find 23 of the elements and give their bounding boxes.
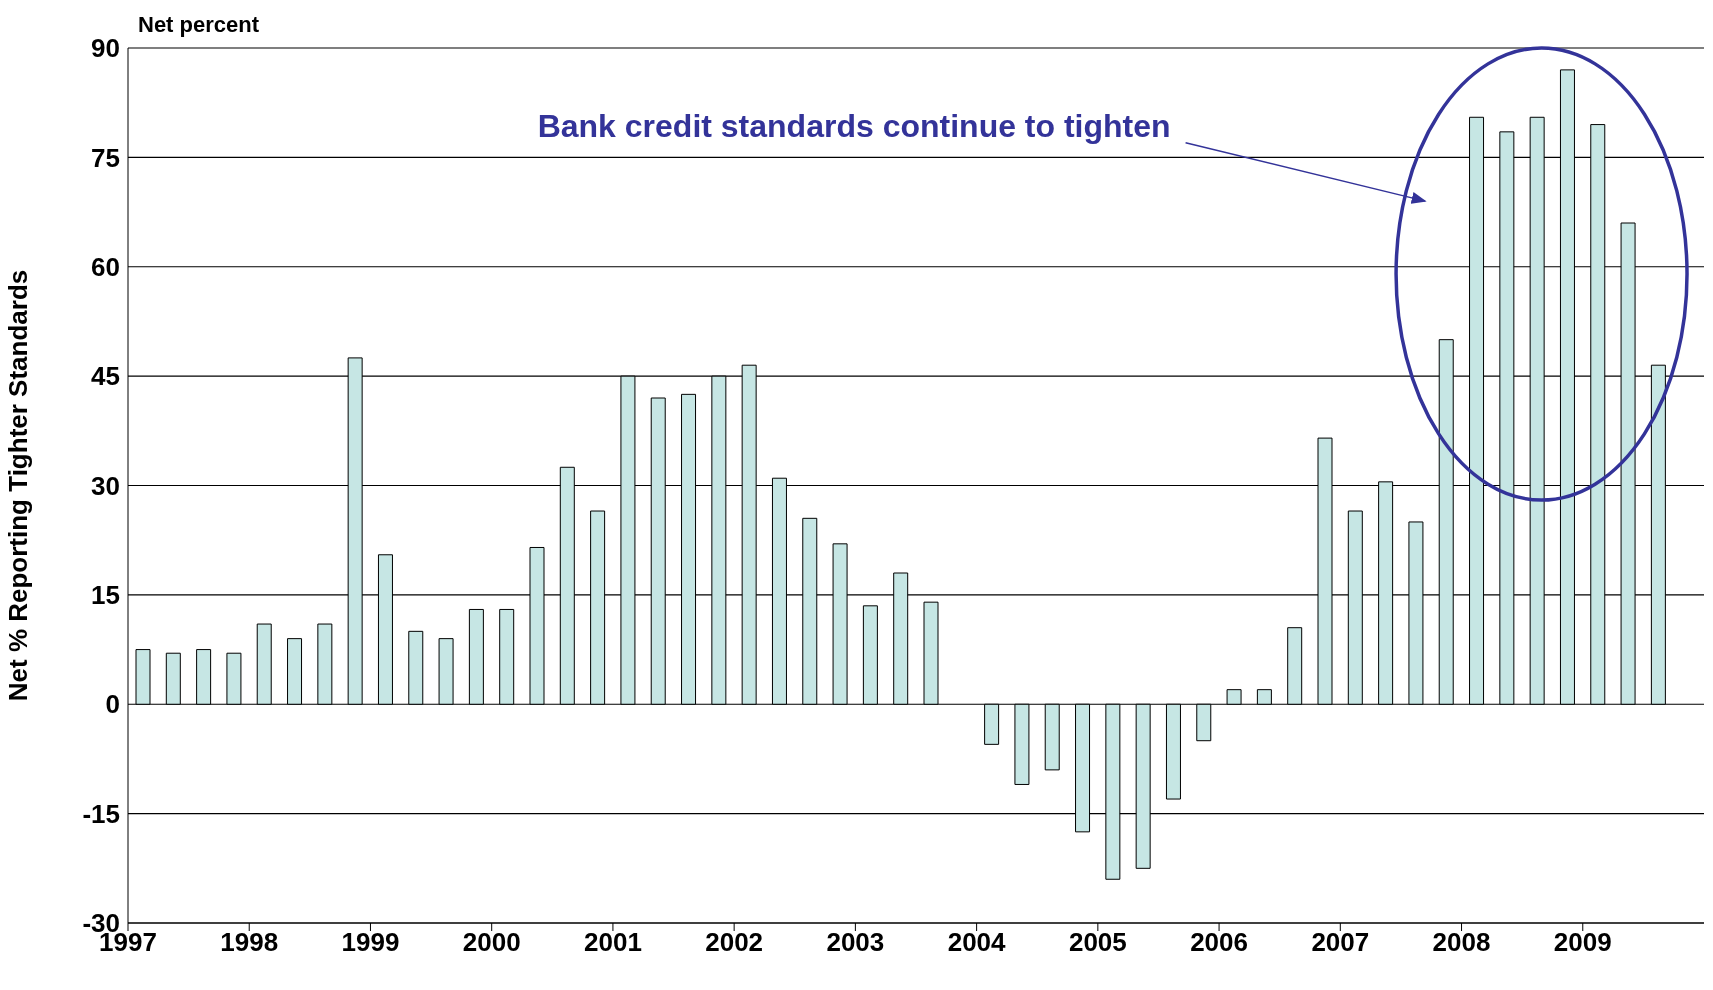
- x-tick-label: 2000: [462, 927, 521, 958]
- x-tick-label: 2005: [1068, 927, 1127, 958]
- x-tick-label: 2008: [1432, 927, 1491, 958]
- x-tick-label: 2002: [705, 927, 764, 958]
- y-tick-label: 0: [105, 689, 120, 720]
- y-tick-label: 30: [91, 470, 120, 501]
- y-tick-label: 75: [91, 142, 120, 173]
- y-tick-label: 60: [91, 251, 120, 282]
- x-tick-label: 2007: [1311, 927, 1370, 958]
- x-tick-label: 1998: [220, 927, 279, 958]
- x-tick-label: 2009: [1553, 927, 1612, 958]
- x-tick-label: 2004: [947, 927, 1007, 958]
- annotation: Bank credit standards continue to tighten: [537, 108, 1171, 146]
- text: Net percent: [138, 12, 260, 38]
- x-tick-label: 2003: [826, 927, 885, 958]
- y-tick-label: 90: [91, 33, 120, 64]
- y-tick-label: 15: [91, 580, 120, 611]
- y-tick-label: 45: [91, 361, 120, 392]
- x-tick-label: 1999: [341, 927, 400, 958]
- y-axis-title: Net % Reporting Tighter Standards: [3, 269, 34, 702]
- x-tick-label: 2001: [584, 927, 642, 958]
- y-tick-label: -15: [82, 798, 120, 829]
- x-tick-label: 2006: [1190, 927, 1248, 958]
